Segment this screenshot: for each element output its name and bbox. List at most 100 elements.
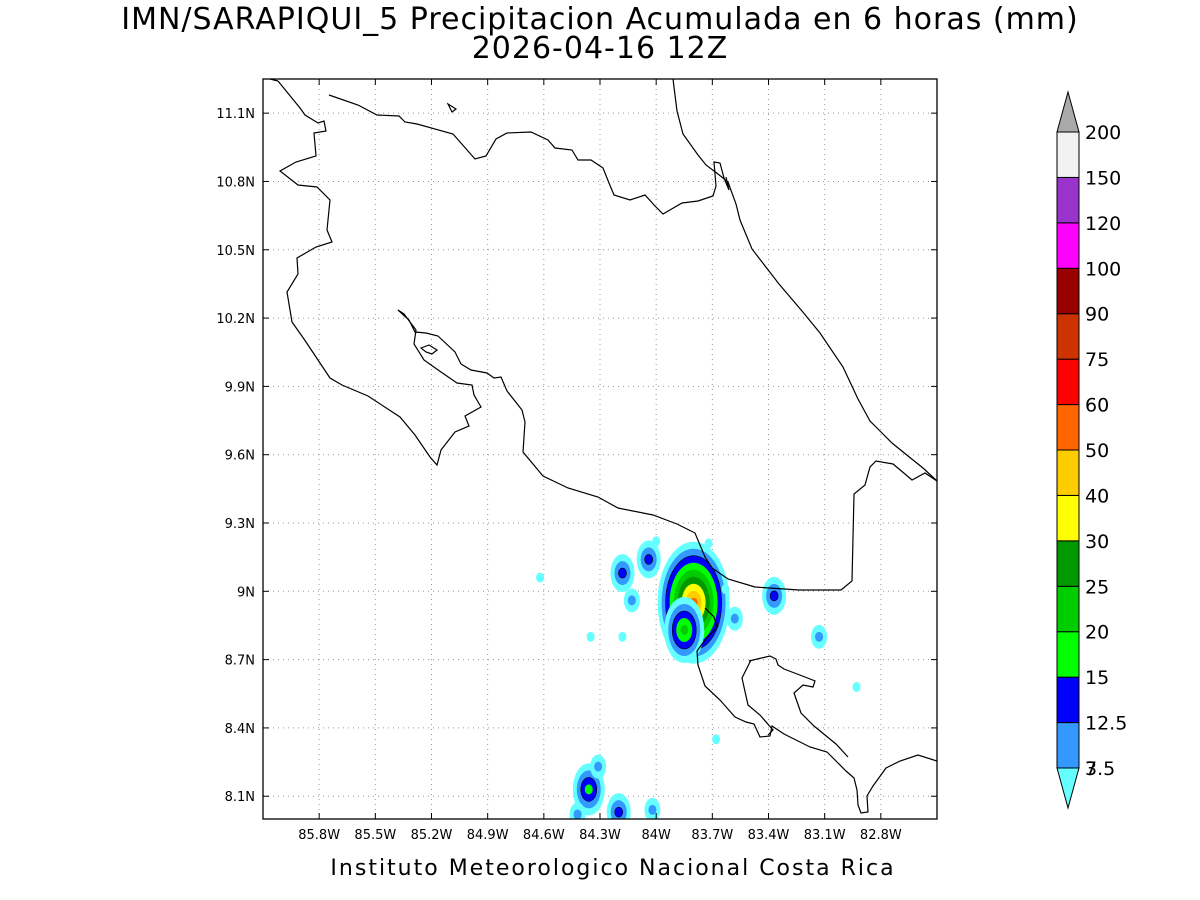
rain-cell <box>590 754 607 779</box>
rain-contour <box>618 567 627 579</box>
rain-contour <box>644 554 653 565</box>
lat-tick-label: 8.4N <box>225 722 255 737</box>
rain-contour <box>730 613 739 624</box>
rain-contour <box>721 584 730 595</box>
colorbar-label: 40 <box>1085 485 1109 507</box>
rain-cell <box>704 538 713 549</box>
rain-contour <box>852 681 861 692</box>
colorbar-swatch <box>1056 676 1080 724</box>
coastline-island <box>446 102 458 113</box>
rain-contour <box>648 804 657 815</box>
colorbar-label: 20 <box>1085 622 1109 644</box>
rain-cell <box>618 631 627 642</box>
lat-tick-label: 10.8N <box>216 175 255 190</box>
rain-cell <box>636 540 661 579</box>
coastline <box>269 79 937 814</box>
rain-contour <box>680 625 689 636</box>
rain-cell <box>726 606 743 631</box>
rain-cell <box>712 734 721 745</box>
lat-tick-label: 11.1N <box>216 107 255 122</box>
lat-tick-label: 10.5N <box>216 244 255 259</box>
colorbar-swatch <box>1056 767 1080 810</box>
rain-contour <box>712 734 721 745</box>
lon-tick-label: 85.5W <box>354 828 396 843</box>
lat-tick-label: 8.7N <box>225 654 255 669</box>
rain-cell <box>664 597 705 664</box>
colorbar-swatch <box>1056 358 1080 406</box>
rain-contour <box>594 761 603 772</box>
map-grid <box>263 79 937 819</box>
lon-tick-label: 84.9W <box>467 828 509 843</box>
lat-tick-label: 9.3N <box>225 517 255 532</box>
rain-cell <box>606 793 631 819</box>
lat-tick-label: 9.9N <box>225 380 255 395</box>
lon-tick-label: 84.3W <box>579 828 621 843</box>
colorbar-swatch <box>1056 131 1080 178</box>
colorbar-label: 3.5 <box>1085 758 1115 780</box>
rain-contour <box>618 631 627 642</box>
colorbar-label: 150 <box>1085 167 1121 189</box>
lon-tick-label: 82.8W <box>860 828 902 843</box>
map-title: IMN/SARAPIQUI_5 Precipitacion Acumulada … <box>121 2 1079 37</box>
rain-cell <box>762 576 787 615</box>
colorbar: 3.57 12.5 15 20 25 30 40 50 60 75 90 100 120 150 200 <box>1056 90 1127 810</box>
colorbar-label: 7 <box>1085 758 1097 780</box>
lat-tick-label: 10.2N <box>216 312 255 327</box>
colorbar-label: 25 <box>1085 576 1109 598</box>
colorbar-swatch <box>1056 494 1080 542</box>
colorbar-swatch <box>1056 631 1080 678</box>
lon-tick-label: 85.8W <box>298 828 340 843</box>
rain-cell <box>536 572 545 583</box>
precipitation-field <box>536 536 861 819</box>
lat-tick-label: 8.1N <box>225 790 255 805</box>
axis-ticks: 85.8W 85.5W 85.2W 84.9W 84.6W 84.3W 84W 83.7W 83… <box>216 79 937 843</box>
colorbar-swatch <box>1056 267 1080 315</box>
coastline-caribbean <box>672 79 937 482</box>
rain-cell <box>811 624 828 649</box>
rain-cell <box>652 536 661 547</box>
lon-tick-label: 84W <box>641 828 671 843</box>
colorbar-swatch <box>1056 404 1080 451</box>
credit-footer: Instituto Meteorologico Nacional Costa R… <box>330 856 896 881</box>
lon-tick-label: 83.4W <box>748 828 790 843</box>
lon-tick-label: 85.2W <box>411 828 453 843</box>
lon-tick-label: 84.6W <box>523 828 565 843</box>
rain-cell <box>852 681 861 692</box>
rain-cell <box>623 588 640 613</box>
rain-contour <box>586 631 595 642</box>
rain-contour <box>614 806 624 818</box>
rain-contour <box>627 595 636 606</box>
rain-contour <box>652 536 661 547</box>
rain-contour <box>769 590 779 602</box>
rain-contour <box>704 538 713 549</box>
coastline-nicaragua-north <box>328 94 730 215</box>
colorbar-swatch <box>1056 313 1080 360</box>
colorbar-swatch <box>1056 540 1080 587</box>
colorbar-label: 100 <box>1085 258 1121 280</box>
colorbar-label: 30 <box>1085 531 1109 553</box>
colorbar-label: 60 <box>1085 395 1109 417</box>
colorbar-swatch <box>1056 176 1080 224</box>
colorbar-label: 120 <box>1085 213 1121 235</box>
colorbar-label: 200 <box>1085 122 1121 144</box>
coastline-gulf-nicoya-island <box>419 344 439 355</box>
colorbar-label: 50 <box>1085 440 1109 462</box>
lat-tick-label: 9N <box>237 585 255 600</box>
colorbar-swatch <box>1056 222 1080 269</box>
colorbar-swatch <box>1056 722 1080 769</box>
colorbar-swatch <box>1056 585 1080 633</box>
lat-tick-label: 9.6N <box>225 449 255 464</box>
coastline-south <box>696 607 937 814</box>
coastline-osa <box>748 655 849 758</box>
rain-cell <box>644 797 661 819</box>
rain-cell <box>721 584 730 595</box>
rain-cell <box>586 631 595 642</box>
coastline-gulf-dulce <box>741 659 774 736</box>
map-subtitle-datetime: 2026-04-16 12Z <box>471 31 729 66</box>
colorbar-label: 12.5 <box>1085 713 1127 735</box>
lon-tick-label: 83.7W <box>691 828 733 843</box>
rain-cell <box>610 554 635 593</box>
colorbar-swatch <box>1056 90 1080 133</box>
rain-contour <box>815 631 824 642</box>
rain-contour <box>573 809 582 819</box>
